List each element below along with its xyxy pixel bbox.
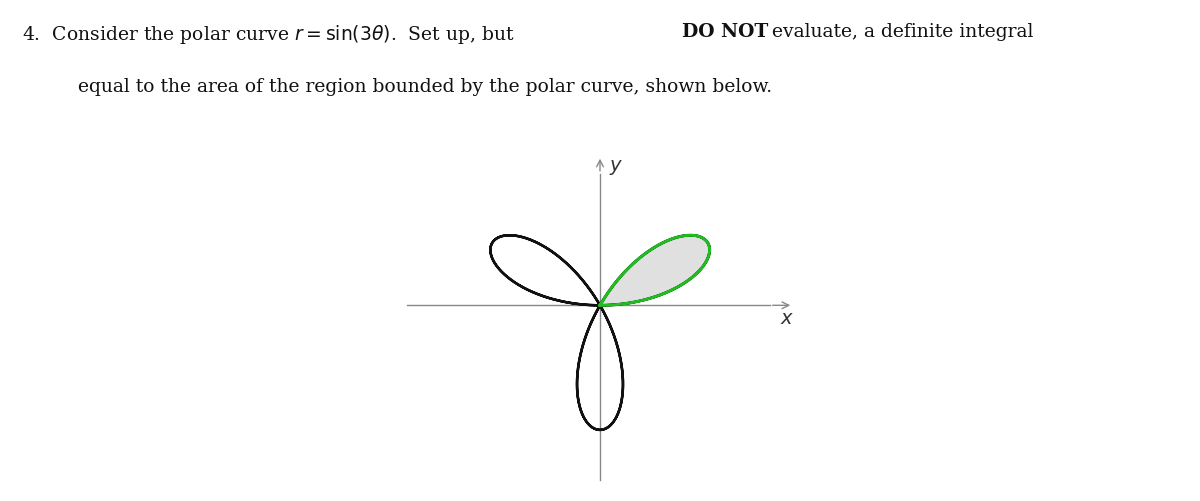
Text: $y$: $y$ bbox=[608, 157, 623, 176]
Polygon shape bbox=[600, 236, 709, 306]
Text: equal to the area of the region bounded by the polar curve, shown below.: equal to the area of the region bounded … bbox=[78, 78, 772, 96]
Text: $x$: $x$ bbox=[780, 309, 793, 327]
Text: 4.  Consider the polar curve $r = \sin(3\theta)$.  Set up, but: 4. Consider the polar curve $r = \sin(3\… bbox=[22, 23, 515, 46]
Text: DO NOT: DO NOT bbox=[682, 23, 768, 41]
Text: evaluate, a definite integral: evaluate, a definite integral bbox=[766, 23, 1033, 41]
